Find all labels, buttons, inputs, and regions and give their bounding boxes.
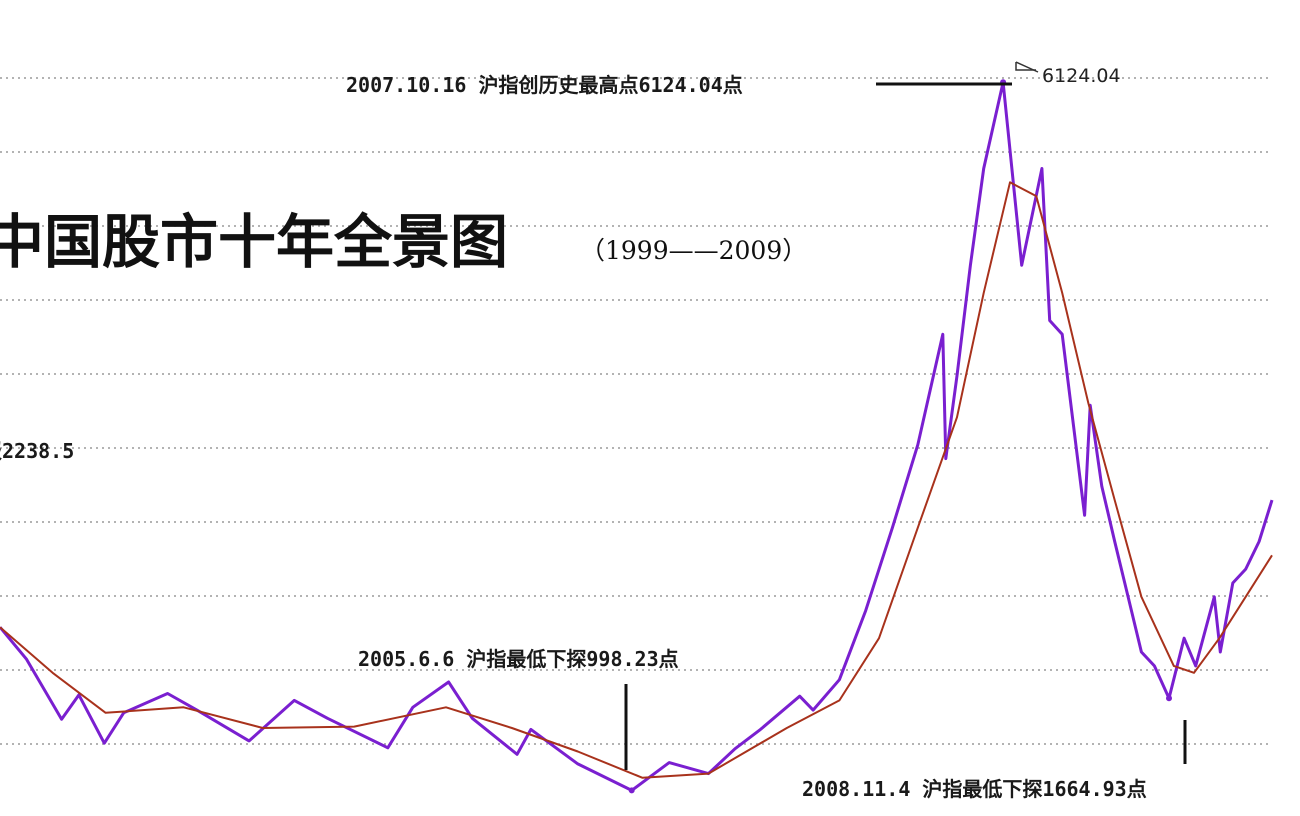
annotation-cropped-left: 报2238.5: [0, 439, 74, 463]
series-price-line: [0, 80, 1274, 792]
chart-subtitle: （1999——2009）: [580, 236, 807, 265]
annotation-peak-label: 2007.10.16 沪指创历史最高点6124.04点: [346, 73, 743, 97]
annotation-2008-low-label: 2008.11.4 沪指最低下探1664.93点: [802, 777, 1147, 801]
series-moving-average-line: [0, 181, 1273, 779]
peak-marker-arrow: [1015, 62, 1036, 71]
grid-lines: [0, 77, 1272, 745]
peak-value-label: 6124.04: [1042, 65, 1121, 87]
chart-title: 中国股市十年全景图: [0, 208, 508, 276]
annotated-point-3: [1166, 695, 1172, 702]
peak-marker-slant: [1015, 61, 1039, 73]
annotated-point-2: [628, 787, 635, 794]
series-layer: [0, 79, 1274, 794]
annotation-2005-low-label: 2005.6.6 沪指最低下探998.23点: [358, 647, 679, 671]
